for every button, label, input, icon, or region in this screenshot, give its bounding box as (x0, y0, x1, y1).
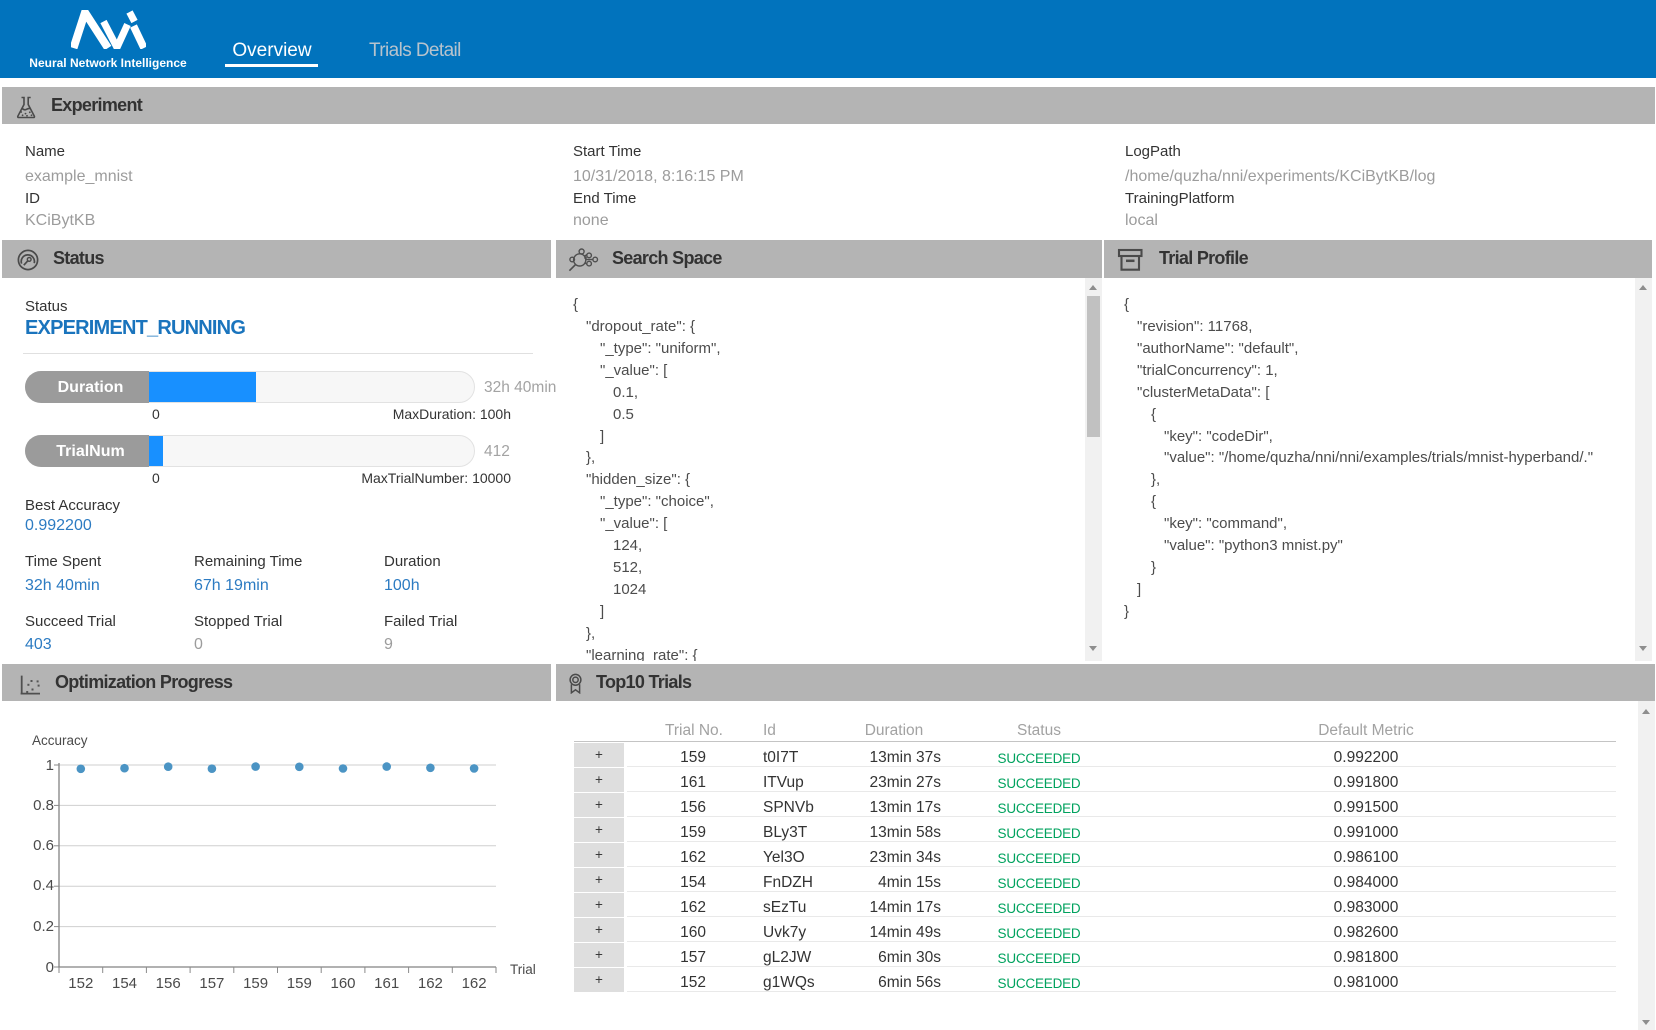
svg-text:152: 152 (68, 975, 93, 992)
svg-text:156: 156 (156, 975, 181, 992)
svg-text:1: 1 (46, 757, 54, 774)
svg-text:0.6: 0.6 (33, 837, 54, 854)
svg-text:160: 160 (330, 975, 355, 992)
svg-text:154: 154 (112, 975, 137, 992)
svg-text:162: 162 (418, 975, 443, 992)
svg-text:157: 157 (199, 975, 224, 992)
svg-text:0: 0 (46, 959, 54, 976)
svg-text:161: 161 (374, 975, 399, 992)
svg-text:159: 159 (287, 975, 312, 992)
svg-text:162: 162 (462, 975, 487, 992)
svg-text:159: 159 (243, 975, 268, 992)
svg-text:0.2: 0.2 (33, 918, 54, 935)
svg-text:0.4: 0.4 (33, 877, 54, 894)
svg-text:0.8: 0.8 (33, 797, 54, 814)
svg-text:Trial: Trial (510, 962, 536, 977)
svg-text:Accuracy: Accuracy (32, 733, 88, 748)
